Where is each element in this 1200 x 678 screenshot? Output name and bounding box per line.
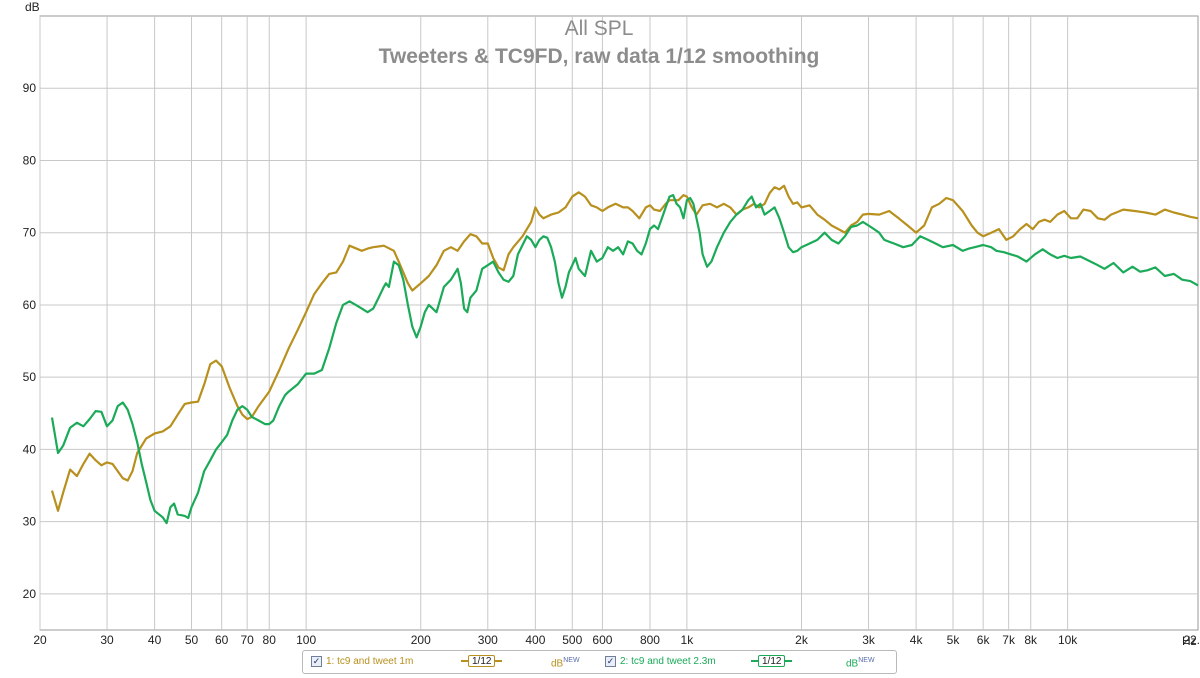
x-tick-label: 200 bbox=[411, 633, 431, 647]
smoothing-indicator-2[interactable]: 1/12 bbox=[751, 654, 793, 668]
x-tick-label: 50 bbox=[185, 633, 199, 647]
y-tick-label: 20 bbox=[23, 587, 37, 601]
x-tick-label: 22.0k bbox=[1183, 633, 1200, 647]
series-lines bbox=[50, 184, 1199, 525]
x-tick-label: 6k bbox=[977, 633, 991, 647]
x-tick-label: 3k bbox=[862, 633, 876, 647]
x-tick-label: 400 bbox=[525, 633, 545, 647]
x-tick-label: 1k bbox=[681, 633, 695, 647]
x-tick-label: 4k bbox=[910, 633, 924, 647]
grid bbox=[39, 16, 1198, 630]
series-line-1 bbox=[50, 184, 1199, 512]
x-tick-label: 5k bbox=[947, 633, 961, 647]
legend-item-1[interactable]: ✓ 1: tc9 and tweet 1m bbox=[311, 656, 413, 667]
y-tick-label: 30 bbox=[23, 515, 37, 529]
legend-checkbox-1[interactable]: ✓ bbox=[311, 656, 322, 667]
x-tick-label: 2k bbox=[795, 633, 809, 647]
smoothing-label-2: 1/12 bbox=[758, 655, 786, 667]
chart-subtitle: Tweeters & TC9FD, raw data 1/12 smoothin… bbox=[379, 45, 820, 68]
x-tick-label: 8k bbox=[1024, 633, 1038, 647]
x-tick-label: 20 bbox=[33, 633, 47, 647]
legend-label-2: 2: tc9 and tweet 2.3m bbox=[620, 656, 716, 667]
smoothing-indicator-1[interactable]: 1/12 bbox=[461, 654, 503, 668]
x-tick-label: 600 bbox=[592, 633, 612, 647]
x-tick-label: 80 bbox=[263, 633, 277, 647]
x-tick-label: 10k bbox=[1058, 633, 1078, 647]
unit-label-2: dBNEW bbox=[846, 657, 875, 669]
x-tick-label: 60 bbox=[215, 633, 229, 647]
x-tick-label: 500 bbox=[562, 633, 582, 647]
x-axis-ticks: 20 30 40 50 60 70 80 100 200 300 400 500 600 800 1k 2k 3… bbox=[33, 633, 1200, 647]
unit-label-1: dBNEW bbox=[551, 657, 580, 669]
x-tick-label: 800 bbox=[640, 633, 660, 647]
y-tick-label: 40 bbox=[23, 442, 37, 456]
x-axis-unit: Hz bbox=[1182, 634, 1197, 648]
x-tick-label: 30 bbox=[100, 633, 114, 647]
y-tick-label: 50 bbox=[23, 370, 37, 384]
unit-sup-2: NEW bbox=[858, 657, 875, 664]
legend-checkbox-2[interactable]: ✓ bbox=[605, 656, 616, 667]
plot-area bbox=[39, 15, 1199, 631]
unit-text-1: dB bbox=[551, 658, 564, 670]
y-axis-ticks: 20 30 40 50 60 70 80 90 bbox=[23, 81, 37, 601]
legend: ✓ 1: tc9 and tweet 1m 1/12 dBNEW ✓ 2: tc… bbox=[302, 650, 897, 674]
x-tick-label: 300 bbox=[478, 633, 498, 647]
x-tick-label: 7k bbox=[1002, 633, 1016, 647]
unit-text-2: dB bbox=[846, 658, 859, 670]
unit-sup-1: NEW bbox=[563, 657, 580, 664]
y-tick-label: 60 bbox=[23, 298, 37, 312]
smoothing-label-1: 1/12 bbox=[468, 655, 496, 667]
y-tick-label: 70 bbox=[23, 226, 37, 240]
y-axis-unit: dB bbox=[25, 0, 40, 14]
x-tick-label: 70 bbox=[240, 633, 254, 647]
legend-item-2[interactable]: ✓ 2: tc9 and tweet 2.3m bbox=[605, 656, 716, 667]
legend-label-1: 1: tc9 and tweet 1m bbox=[326, 656, 414, 667]
series-line-2 bbox=[50, 194, 1199, 525]
x-tick-label: 40 bbox=[148, 633, 162, 647]
y-tick-label: 80 bbox=[23, 153, 37, 167]
y-tick-label: 90 bbox=[23, 81, 37, 95]
spl-chart: 20 30 40 50 60 70 80 90 20 30 40 50 60 70 80 100 200 300… bbox=[23, 0, 1200, 648]
x-tick-label: 100 bbox=[296, 633, 316, 647]
chart-title: All SPL bbox=[565, 17, 634, 40]
